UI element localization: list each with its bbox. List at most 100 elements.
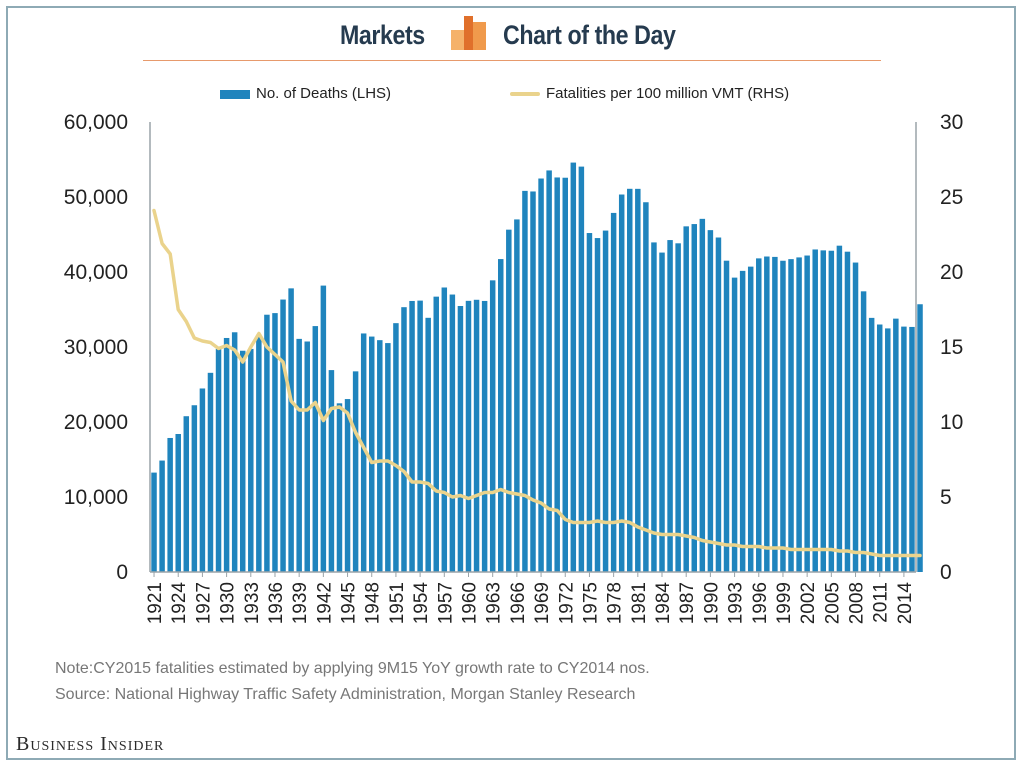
bar-deaths-1954: [417, 300, 423, 572]
bar-deaths-2014: [901, 326, 907, 572]
bar-deaths-1930: [223, 337, 230, 572]
bar-deaths-1936: [272, 313, 278, 572]
bar-deaths-1923: [167, 437, 173, 572]
bar-deaths-1945: [344, 399, 351, 572]
bar-deaths-2000: [788, 259, 794, 572]
bar-deaths-2010: [868, 317, 875, 572]
x-axis-tick-label: 1951: [387, 582, 408, 624]
x-axis-tick-label: 2002: [798, 582, 819, 624]
bar-deaths-1993: [731, 277, 738, 572]
bar-deaths-1948: [368, 336, 375, 572]
bar-deaths-1947: [360, 333, 367, 572]
x-axis-tick-label: 1930: [218, 582, 239, 624]
bar-deaths-1921: [151, 472, 157, 572]
bar-deaths-1963: [489, 280, 496, 572]
x-axis-tick-label: 1933: [242, 582, 263, 624]
bar-deaths-1934: [256, 334, 262, 572]
left-axis-tick-label: 60,000: [64, 111, 128, 134]
x-axis-tick-label: 1948: [363, 582, 384, 624]
bar-deaths-1997: [764, 256, 770, 572]
bar-deaths-1940: [304, 341, 310, 572]
business-insider-logo: Business Insider: [16, 733, 165, 755]
bar-deaths-1942: [320, 285, 327, 572]
x-axis-tick-label: 1978: [605, 582, 626, 624]
bar-deaths-1966: [514, 219, 520, 573]
bar-deaths-2012: [885, 328, 891, 572]
x-axis-tick-label: 1945: [339, 582, 360, 624]
bar-deaths-1991: [715, 237, 722, 572]
bar-deaths-1989: [699, 218, 706, 572]
left-axis-tick-label: 10,000: [64, 486, 128, 509]
bar-deaths-1973: [570, 162, 577, 572]
bar-deaths-1995: [747, 266, 754, 572]
bar-deaths-1994: [739, 270, 746, 572]
bar-deaths-1922: [159, 460, 165, 572]
bar-deaths-1967: [522, 190, 528, 572]
bar-deaths-1959: [457, 305, 464, 572]
bar-deaths-1969: [538, 178, 544, 572]
x-axis-tick-label: 2005: [822, 582, 843, 624]
left-axis-tick-label: 30,000: [64, 336, 128, 359]
legend-item-deaths: No. of Deaths (LHS): [220, 85, 391, 102]
right-axis-tick-label: 15: [940, 336, 963, 359]
bar-deaths-1927: [199, 388, 206, 572]
x-axis-tick-label: 1963: [484, 582, 505, 624]
bar-deaths-1949: [377, 340, 383, 572]
bar-deaths-1962: [481, 300, 488, 572]
x-axis-tick-label: 1936: [266, 582, 287, 624]
bar-deaths-1939: [296, 338, 302, 572]
bar-deaths-1978: [610, 212, 617, 573]
bar-deaths-1996: [756, 258, 762, 572]
bar-deaths-1951: [393, 323, 399, 572]
bar-deaths-1992: [723, 260, 730, 572]
bar-deaths-1941: [312, 326, 319, 572]
bar-deaths-1972: [562, 177, 568, 573]
header-markets-label: Markets: [340, 20, 425, 50]
left-axis-tick-label: 20,000: [64, 411, 128, 434]
header-chart-of-the-day-label: Chart of the Day: [503, 20, 676, 50]
x-axis-tick-label: 1993: [726, 582, 747, 624]
logo-bar-left: [451, 30, 464, 50]
x-axis-tick-label: 1927: [193, 582, 214, 624]
bar-deaths-1926: [191, 405, 198, 572]
bar-deaths-1944: [336, 403, 343, 572]
x-axis-tick-label: 1942: [314, 582, 335, 624]
x-axis-tick-label: 1996: [750, 582, 771, 624]
x-axis-tick-label: 1975: [580, 582, 601, 624]
chart-source: Source: National Highway Traffic Safety …: [55, 686, 636, 703]
bar-deaths-1977: [602, 230, 609, 572]
right-axis-tick-label: 5: [940, 486, 952, 509]
x-axis-tick-label: 1960: [460, 582, 481, 624]
left-axis-tick-label: 40,000: [64, 261, 128, 284]
bar-deaths-1999: [780, 260, 786, 572]
bar-deaths-1946: [352, 371, 359, 572]
bar-deaths-1984: [659, 252, 665, 572]
bar-deaths-1982: [643, 202, 649, 572]
x-axis-tick-label: 1981: [629, 582, 650, 624]
bar-deaths-1960: [465, 300, 472, 572]
bar-deaths-1933: [248, 348, 254, 572]
bar-deaths-1928: [207, 372, 214, 572]
right-axis-tick-label: 10: [940, 411, 963, 434]
bar-deaths-1950: [385, 343, 391, 572]
bar-deaths-1975: [586, 233, 593, 572]
legend-deaths-label: No. of Deaths (LHS): [256, 85, 392, 102]
left-axis-tick-label: 0: [116, 561, 128, 584]
x-axis-tick-label: 1969: [532, 582, 553, 624]
bar-deaths-2007: [844, 251, 851, 572]
bar-deaths-2013: [893, 318, 899, 572]
bar-deaths-1925: [183, 416, 190, 572]
chart-of-the-day-logo-icon: [451, 16, 486, 50]
bar-deaths-1981: [635, 188, 641, 572]
x-axis-tick-label: 1939: [290, 582, 311, 624]
bar-deaths-1956: [433, 296, 439, 572]
bar-deaths-1961: [473, 299, 480, 572]
bar-deaths-1998: [772, 256, 778, 572]
logo-bar-right: [473, 22, 486, 50]
bar-deaths-1971: [554, 177, 560, 572]
bar-deaths-2009: [860, 291, 867, 572]
bar-deaths-2002: [804, 255, 810, 572]
bar-deaths-1980: [627, 188, 633, 573]
chart-note: Note:CY2015 fatalities estimated by appl…: [55, 660, 650, 677]
bar-deaths-1931: [231, 332, 238, 572]
